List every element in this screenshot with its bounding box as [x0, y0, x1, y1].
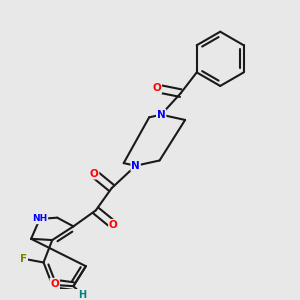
Text: NH: NH	[32, 214, 47, 224]
Text: O: O	[50, 279, 59, 289]
Text: O: O	[90, 169, 98, 179]
Text: O: O	[109, 220, 118, 230]
Text: N: N	[157, 110, 166, 120]
Text: N: N	[131, 161, 140, 171]
Text: F: F	[20, 254, 27, 264]
Text: O: O	[152, 83, 161, 93]
Text: H: H	[78, 290, 86, 300]
